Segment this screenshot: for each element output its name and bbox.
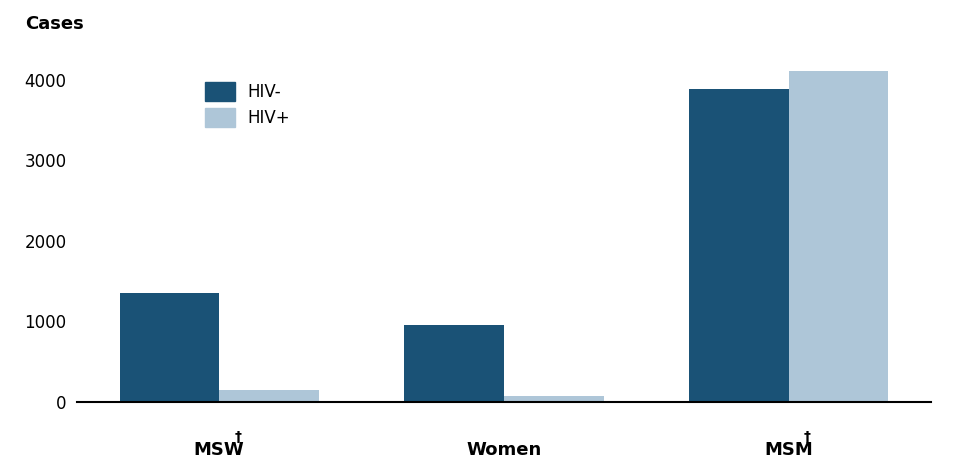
Text: †: †	[804, 430, 811, 444]
Bar	[404, 324, 504, 402]
Bar	[504, 396, 604, 402]
Text: Cases: Cases	[26, 15, 84, 33]
Bar	[689, 89, 789, 402]
Bar	[219, 390, 319, 402]
Text: MSW: MSW	[194, 441, 245, 459]
Text: †: †	[234, 430, 241, 444]
Text: MSM: MSM	[764, 441, 813, 459]
Bar	[119, 293, 219, 402]
Bar	[789, 71, 888, 402]
Legend: HIV-, HIV+: HIV-, HIV+	[196, 73, 299, 135]
Text: Women: Women	[467, 441, 541, 459]
